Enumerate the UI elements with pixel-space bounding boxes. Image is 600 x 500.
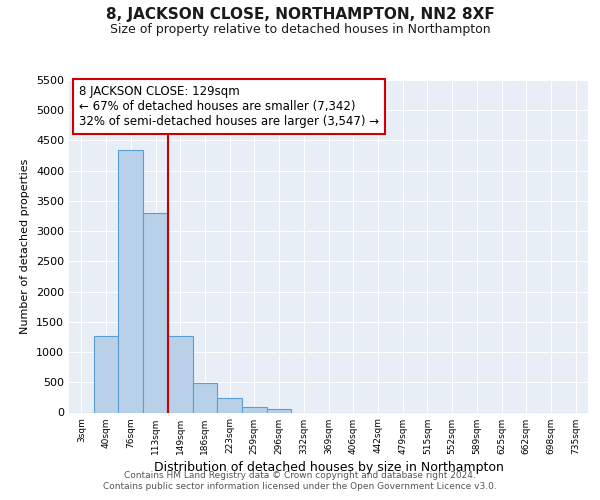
Text: 8, JACKSON CLOSE, NORTHAMPTON, NN2 8XF: 8, JACKSON CLOSE, NORTHAMPTON, NN2 8XF [106, 8, 494, 22]
Bar [143, 213, 168, 412]
Text: 8 JACKSON CLOSE: 129sqm
← 67% of detached houses are smaller (7,342)
32% of semi: 8 JACKSON CLOSE: 129sqm ← 67% of detache… [79, 85, 380, 128]
Text: Size of property relative to detached houses in Northampton: Size of property relative to detached ho… [110, 22, 490, 36]
Bar [217, 398, 242, 412]
X-axis label: Distribution of detached houses by size in Northampton: Distribution of detached houses by size … [154, 460, 503, 473]
Bar [94, 336, 118, 412]
Bar [168, 336, 193, 412]
Bar [267, 410, 292, 412]
Bar [242, 407, 267, 412]
Text: Contains public sector information licensed under the Open Government Licence v3: Contains public sector information licen… [103, 482, 497, 491]
Text: Contains HM Land Registry data © Crown copyright and database right 2024.: Contains HM Land Registry data © Crown c… [124, 471, 476, 480]
Y-axis label: Number of detached properties: Number of detached properties [20, 158, 31, 334]
Bar [193, 383, 217, 412]
Bar [118, 150, 143, 412]
